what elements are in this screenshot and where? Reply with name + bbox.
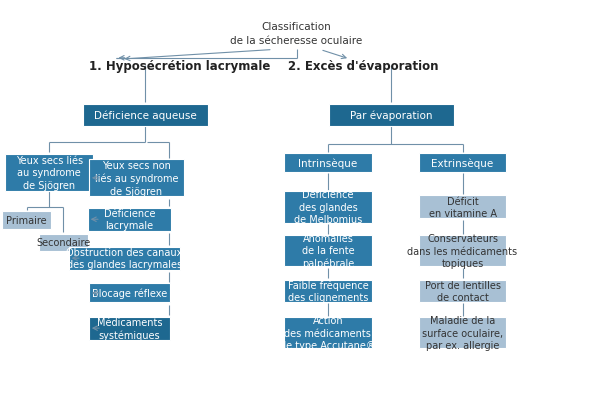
Text: Classification: Classification <box>262 22 331 32</box>
Text: 2. Excès d'évaporation: 2. Excès d'évaporation <box>288 59 438 73</box>
Text: Extrinsèque: Extrinsèque <box>432 158 493 169</box>
Text: Maladie de la
surface oculaire,
par ex. allergie: Maladie de la surface oculaire, par ex. … <box>422 316 503 350</box>
Text: Déficience
des glandes
de Melbomius: Déficience des glandes de Melbomius <box>294 190 362 225</box>
FancyBboxPatch shape <box>69 247 180 270</box>
Text: Action
des médicaments
de type Accutane®: Action des médicaments de type Accutane® <box>280 316 376 350</box>
FancyBboxPatch shape <box>284 192 372 223</box>
Text: Déficience aqueuse: Déficience aqueuse <box>94 110 197 121</box>
Text: Primaire: Primaire <box>7 216 47 225</box>
Text: Yeux secs non
liés au syndrome
de Sjögren: Yeux secs non liés au syndrome de Sjögre… <box>95 161 178 196</box>
Text: Yeux secs liés
au syndrome
de Sjögren: Yeux secs liés au syndrome de Sjögren <box>15 156 83 190</box>
Text: Faible fréquence
des clignements: Faible fréquence des clignements <box>288 280 368 303</box>
FancyBboxPatch shape <box>5 154 93 192</box>
FancyBboxPatch shape <box>88 208 171 231</box>
FancyBboxPatch shape <box>284 235 372 267</box>
FancyBboxPatch shape <box>284 317 372 349</box>
FancyBboxPatch shape <box>89 160 184 197</box>
FancyBboxPatch shape <box>284 280 372 302</box>
FancyBboxPatch shape <box>2 212 51 229</box>
FancyBboxPatch shape <box>419 317 506 349</box>
Text: Médicaments
systémiques: Médicaments systémiques <box>97 317 162 340</box>
FancyBboxPatch shape <box>83 105 208 126</box>
Text: Par évaporation: Par évaporation <box>350 110 433 121</box>
Text: Déficit
en vitamine A: Déficit en vitamine A <box>429 196 496 218</box>
Text: Conservateurs
dans les médicaments
topiques: Conservateurs dans les médicaments topiq… <box>407 234 518 268</box>
Text: Anomalies
de la fente
palpébrale: Anomalies de la fente palpébrale <box>302 233 354 269</box>
FancyBboxPatch shape <box>329 105 454 126</box>
Text: Intrinsèque: Intrinsèque <box>298 158 358 169</box>
Text: Secondaire: Secondaire <box>36 238 91 248</box>
FancyBboxPatch shape <box>419 154 506 173</box>
Text: de la sécheresse oculaire: de la sécheresse oculaire <box>230 36 363 46</box>
Text: 1. Hyposécrétion lacrymale: 1. Hyposécrétion lacrymale <box>89 59 270 73</box>
FancyBboxPatch shape <box>89 317 170 340</box>
Text: Blocage réflexe: Blocage réflexe <box>92 288 167 299</box>
FancyBboxPatch shape <box>89 284 170 303</box>
FancyBboxPatch shape <box>419 280 506 302</box>
FancyBboxPatch shape <box>284 154 372 173</box>
Text: Obstruction des canaux
des glandes lacrymales: Obstruction des canaux des glandes lacry… <box>66 247 183 270</box>
FancyBboxPatch shape <box>39 234 88 252</box>
FancyBboxPatch shape <box>419 196 506 219</box>
Text: Déficience
lacrymale: Déficience lacrymale <box>104 209 155 231</box>
Text: Port de lentilles
de contact: Port de lentilles de contact <box>425 280 500 302</box>
FancyBboxPatch shape <box>419 235 506 267</box>
